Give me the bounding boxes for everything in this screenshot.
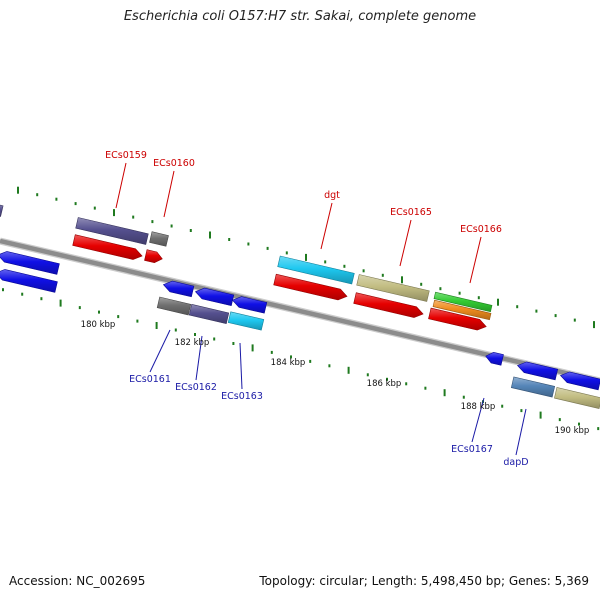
topology-label: Topology: circular; Length: 5,498,450 bp…: [259, 574, 589, 588]
scale-label: 188 kbp: [461, 402, 496, 412]
scale-labels: 180 kbp 182 kbp 184 kbp 186 kbp 188 kbp 190 k…: [81, 320, 590, 436]
scale-label: 182 kbp: [175, 338, 210, 348]
label-dapd: dapD: [503, 457, 528, 468]
feature-ecs0163: [227, 311, 265, 331]
cds-left-1: [0, 251, 60, 275]
label-ecs0163: ECs0163: [221, 391, 263, 402]
genome-title: Escherichia coli O157:H7 str. Sakai, com…: [123, 9, 477, 24]
feature-dgt: [277, 255, 355, 285]
label-ecs0161-connector: [149, 329, 171, 373]
label-ecs0162-connector: [195, 335, 203, 381]
label-ecs0166-connector: [469, 236, 482, 284]
label-ecs0163-connector: [239, 342, 243, 390]
cds-dgt: [273, 273, 348, 301]
feature-ecs0166-orange: [432, 299, 492, 321]
features: [0, 204, 600, 409]
feature-ecs0162: [188, 303, 230, 325]
cds-ecs0159: [72, 234, 143, 260]
label-ecs0160-connector: [163, 170, 175, 218]
scale-label: 180 kbp: [81, 320, 116, 330]
label-ecs0165-connector: [399, 219, 412, 267]
feature-right: [554, 387, 600, 409]
cds-dapd: [516, 361, 559, 381]
feature-dapd: [510, 376, 556, 398]
label-dgt: dgt: [324, 190, 340, 201]
tick-marks: [2, 186, 600, 431]
label-ecs0162: ECs0162: [175, 382, 217, 393]
cds-ecs0165: [353, 292, 424, 318]
label-ecs0159-connector: [115, 162, 127, 209]
feature-labels: ECs0159 ECs0160 dgt ECs0165 ECs0166 ECs0161 EC…: [105, 150, 528, 468]
feature-offscreen-left: [0, 204, 4, 217]
label-ecs0167: ECs0167: [451, 444, 493, 455]
label-dapd-connector: [515, 408, 527, 456]
cds-ecs0167: [485, 351, 504, 366]
scale-label: 186 kbp: [367, 379, 402, 389]
label-ecs0160: ECs0160: [153, 158, 195, 169]
feature-ecs0159: [75, 217, 149, 245]
cds-right: [559, 371, 600, 391]
label-ecs0159: ECs0159: [105, 150, 147, 161]
feature-ecs0165: [356, 274, 430, 302]
cds-ecs0160: [144, 249, 163, 264]
scale-label: 184 kbp: [271, 358, 306, 368]
feature-ecs0161: [156, 296, 192, 316]
accession-label: Accession: NC_002695: [9, 574, 146, 588]
label-ecs0165: ECs0165: [390, 207, 432, 218]
feature-ecs0166-green: [433, 291, 493, 313]
label-ecs0161: ECs0161: [129, 374, 171, 385]
cds-ecs0161-a: [162, 280, 195, 298]
label-ecs0166: ECs0166: [460, 224, 502, 235]
feature-ecs0160: [149, 231, 169, 247]
cds-left-2: [0, 269, 58, 293]
scale-label: 190 kbp: [555, 426, 590, 436]
label-ecs0167-connector: [471, 397, 485, 443]
cds-ecs0166: [428, 307, 487, 331]
cds-ecs0163-a: [231, 296, 268, 314]
label-dgt-connector: [320, 202, 333, 250]
label-connectors: [115, 162, 527, 456]
